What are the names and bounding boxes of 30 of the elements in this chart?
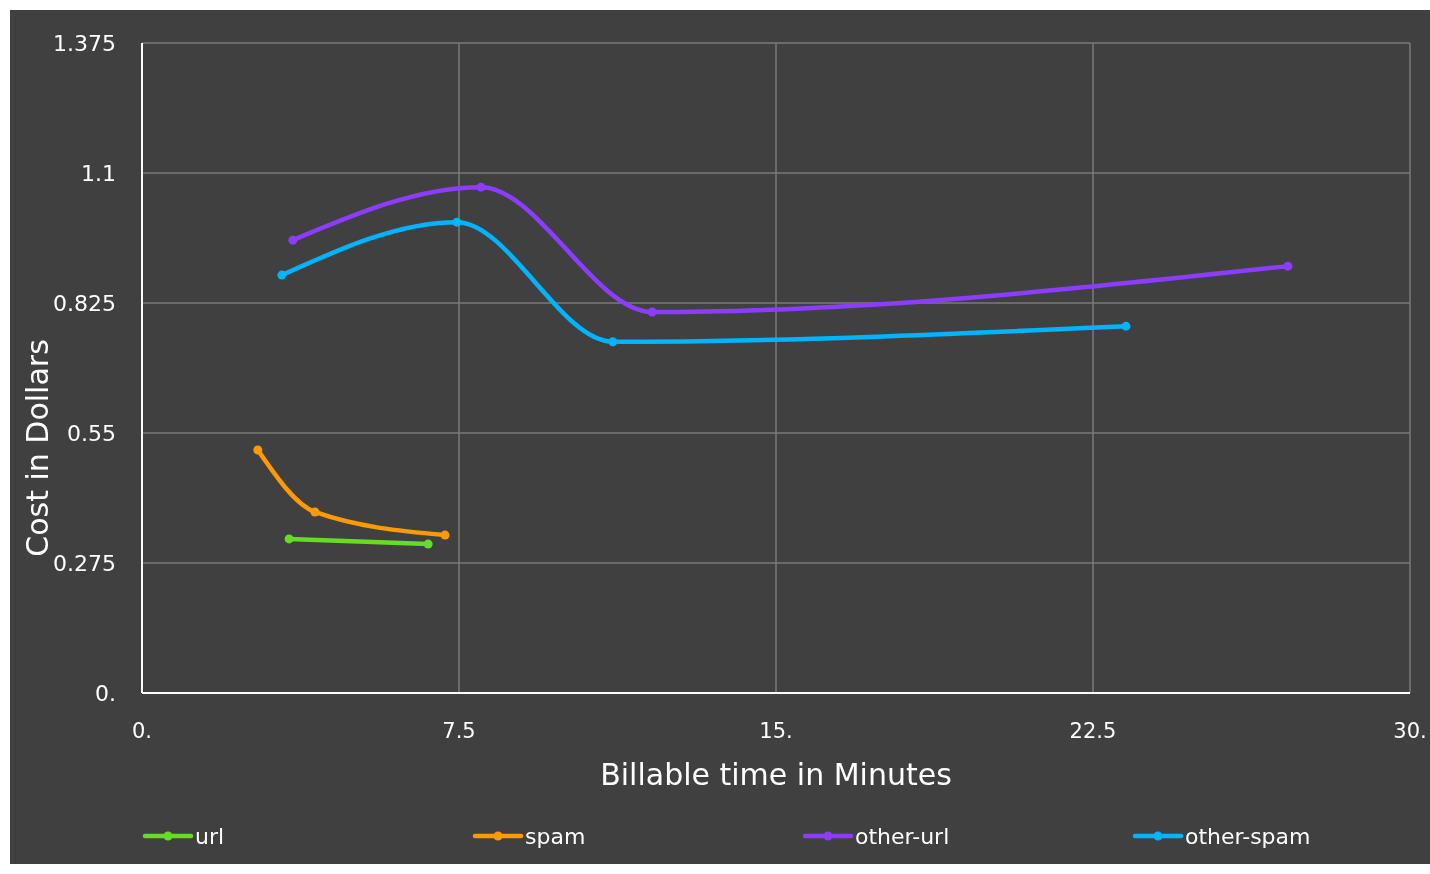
point	[277, 270, 287, 280]
point	[1121, 321, 1131, 331]
point	[647, 307, 657, 317]
x-tick-label: 22.5	[1069, 719, 1117, 743]
x-tick-label: 0.	[131, 719, 153, 743]
point	[288, 235, 298, 245]
y-axis-title: Cost in Dollars	[20, 339, 55, 557]
y-tick-label: 0.275	[53, 551, 116, 576]
y-tick-label: 1.375	[53, 31, 116, 56]
point	[1283, 261, 1293, 271]
point	[253, 445, 263, 455]
y-tick-label: 0.	[95, 681, 116, 706]
legend-label: other-spam	[1185, 824, 1311, 849]
legend-label: spam	[525, 824, 586, 849]
point	[310, 507, 320, 517]
y-tick-label: 0.55	[67, 421, 116, 446]
x-tick-label: 30.	[1393, 719, 1427, 743]
legend-label: url	[195, 824, 225, 849]
x-tick-label: 15.	[759, 719, 793, 743]
y-tick-label: 0.825	[53, 291, 116, 316]
point	[440, 530, 450, 540]
point	[284, 534, 294, 544]
x-tick-label: 7.5	[442, 719, 476, 743]
x-axis-title: Billable time in Minutes	[600, 757, 952, 792]
point	[452, 217, 462, 227]
y-tick-label: 1.1	[81, 161, 116, 186]
point	[423, 539, 433, 549]
point	[476, 182, 486, 192]
point	[608, 337, 618, 347]
legend-label: other-url	[855, 824, 950, 849]
